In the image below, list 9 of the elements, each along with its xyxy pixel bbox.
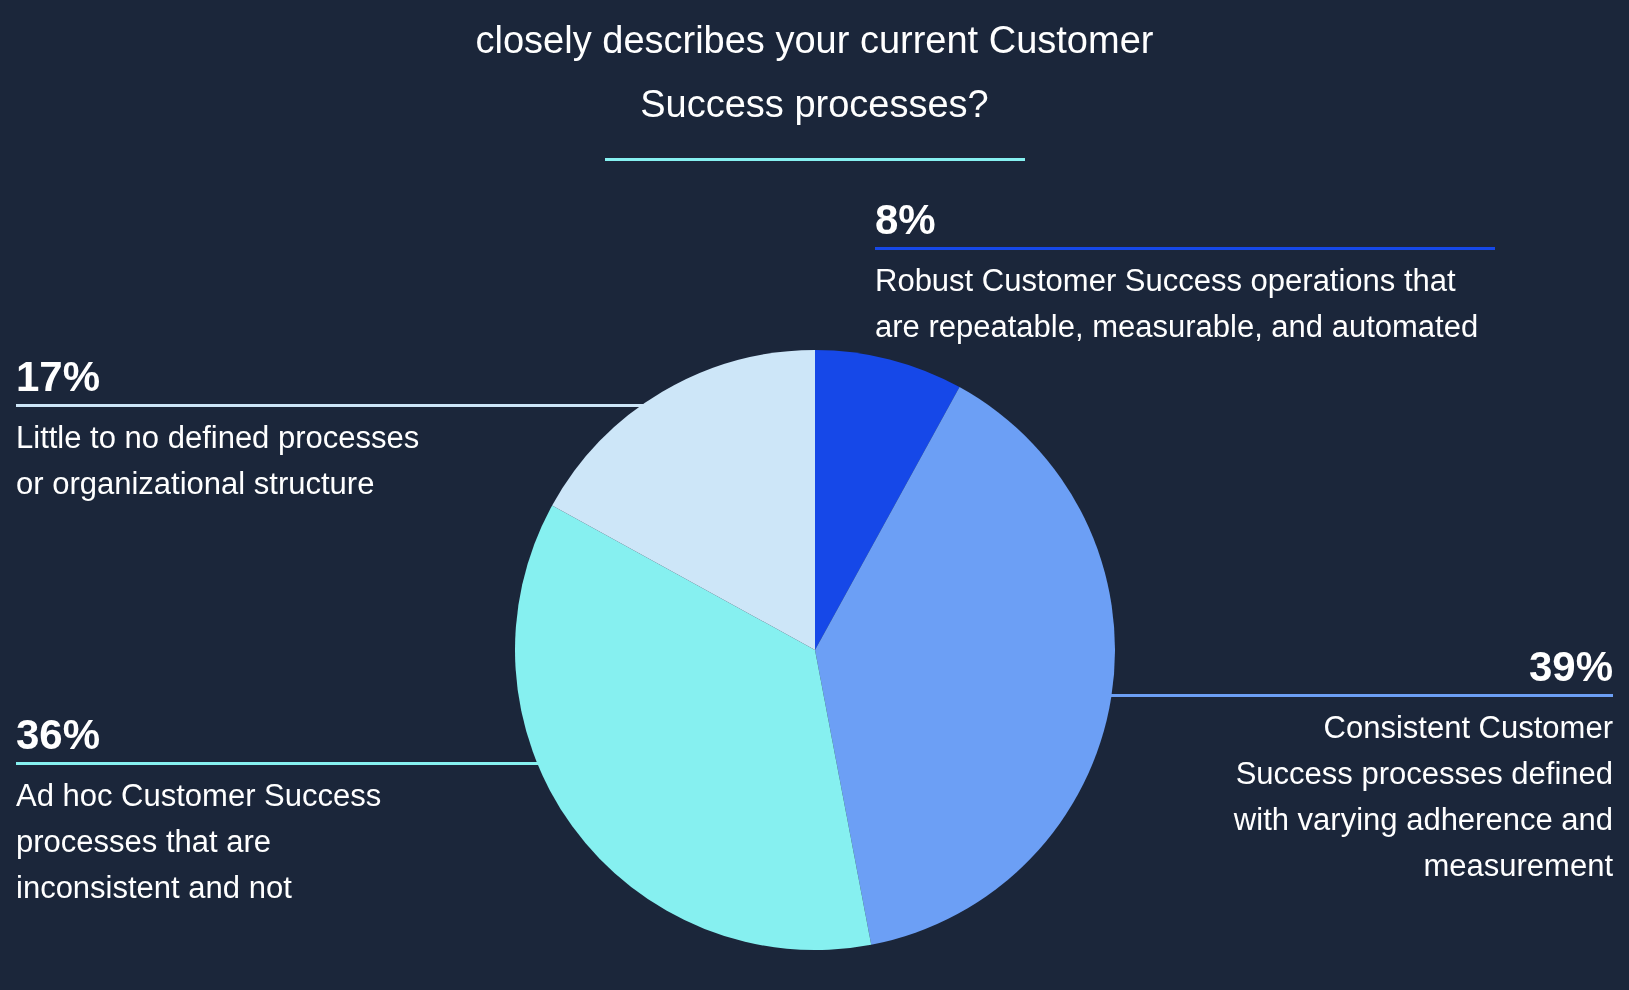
slice-label: Ad hoc Customer Success processes that are inconsistent and not: [16, 777, 383, 907]
data-label: 8%: [875, 195, 937, 245]
data-label: 36%: [16, 710, 102, 760]
chart-title: closely describes your current Customer Success processes?: [474, 18, 1155, 127]
data-label: 17%: [16, 351, 102, 402]
data-label: 39%: [1527, 641, 1613, 692]
slice-label: Robust Customer Success operations that are repeatable, measurable, and automated: [875, 262, 1480, 346]
slice-label: Consistent Customer Success processes defined with varying adherence and measurement: [1232, 708, 1613, 885]
slice-label: Little to no defined processes or organizational structure: [16, 418, 421, 503]
